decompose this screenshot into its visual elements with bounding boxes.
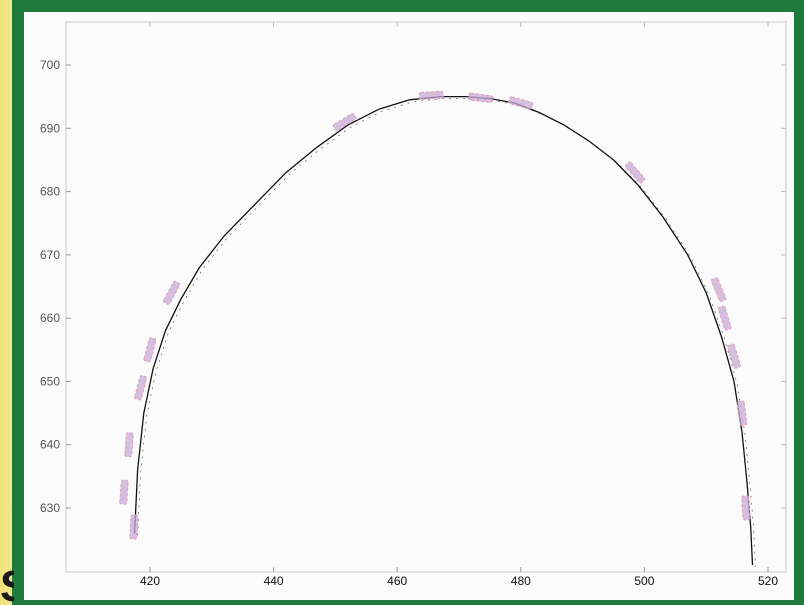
measured-marker <box>624 161 646 184</box>
measured-marker <box>134 375 148 401</box>
measured-marker <box>163 280 181 305</box>
y-tick-label: 660 <box>40 311 60 325</box>
measured-marker <box>727 343 741 369</box>
fitted-curve <box>133 95 754 566</box>
measured-marker <box>508 96 534 110</box>
y-tick-label: 700 <box>40 58 60 72</box>
x-tick-label: 480 <box>511 574 531 588</box>
measured-marker <box>124 432 134 458</box>
y-tick-label: 640 <box>40 438 60 452</box>
measured-marker <box>418 90 444 100</box>
y-tick-label: 650 <box>40 374 60 388</box>
edge-glyph-fragment: S <box>0 568 14 605</box>
measured-marker <box>143 337 157 363</box>
measured-marker <box>129 514 139 540</box>
y-tick-label: 680 <box>40 185 60 199</box>
measured-marker <box>717 305 732 331</box>
y-tick-label: 670 <box>40 248 60 262</box>
y-axis: 700 690 680 670 660 650 640 630 <box>40 58 786 515</box>
x-tick-label: 420 <box>140 574 160 588</box>
measured-markers-layer <box>119 90 751 540</box>
y-tick-label: 630 <box>40 501 60 515</box>
x-tick-label: 520 <box>758 574 778 588</box>
x-tick-label: 460 <box>387 574 407 588</box>
measured-marker <box>741 495 751 521</box>
y-tick-label: 690 <box>40 121 60 135</box>
measured-marker <box>736 400 748 426</box>
x-tick-label: 440 <box>264 574 284 588</box>
axes-box <box>65 21 787 573</box>
x-axis: 420 440 460 480 500 520 <box>140 22 778 588</box>
measured-marker <box>710 277 727 302</box>
measured-marker <box>119 479 129 505</box>
left-background-strip <box>0 0 14 605</box>
x-tick-label: 500 <box>634 574 654 588</box>
plot-paper <box>24 12 794 600</box>
measured-marker <box>332 112 357 131</box>
fitted-curve-layer <box>133 95 756 568</box>
fitted-curve-shadow <box>137 98 756 568</box>
measured-marker <box>468 92 494 104</box>
